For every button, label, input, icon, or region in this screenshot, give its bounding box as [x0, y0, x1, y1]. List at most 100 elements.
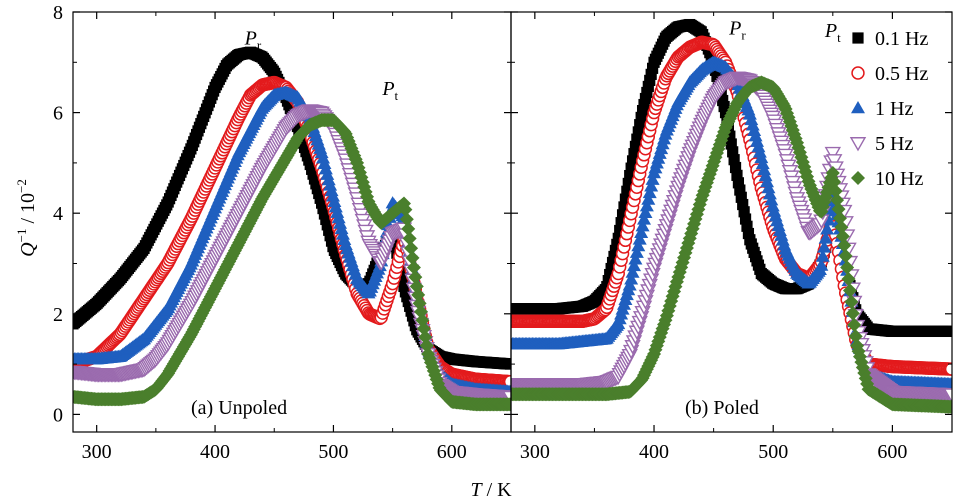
data-point	[389, 240, 402, 253]
data-point	[636, 104, 649, 117]
data-point	[841, 271, 856, 286]
data-point	[642, 80, 654, 93]
data-point	[817, 240, 832, 253]
data-point	[414, 304, 429, 319]
data-point	[835, 229, 850, 244]
data-point	[738, 206, 750, 218]
legend-marker	[851, 66, 865, 80]
data-point	[737, 198, 749, 211]
data-point	[411, 287, 426, 302]
data-point	[616, 209, 629, 221]
data-point	[639, 92, 652, 105]
data-point	[828, 184, 843, 199]
data-point	[944, 377, 952, 390]
data-point	[760, 175, 775, 188]
data-point	[624, 272, 639, 285]
x-tick-label: 500	[758, 441, 788, 463]
peak-annotation: Pt	[824, 20, 841, 45]
x-axis-label: T / K	[470, 479, 512, 501]
data-point	[838, 249, 853, 264]
legend-marker	[851, 171, 865, 185]
data-point	[634, 225, 649, 238]
data-point	[725, 138, 737, 150]
data-point	[631, 238, 646, 252]
legend-item: 0.5 Hz	[851, 63, 928, 85]
data-point	[608, 250, 620, 263]
data-point	[635, 219, 650, 232]
peak-annotation-symbol: P	[824, 20, 837, 42]
data-point	[503, 397, 511, 412]
data-point	[735, 191, 747, 203]
data-point	[628, 252, 643, 265]
peak-annotation-symbol: P	[381, 78, 394, 100]
data-point	[615, 217, 627, 229]
data-point	[611, 238, 623, 250]
x-tick-label: 600	[877, 441, 907, 463]
legend-label: 1 Hz	[875, 98, 913, 120]
panel-frame	[510, 11, 953, 433]
legend-label: 5 Hz	[875, 133, 913, 155]
peak-annotation: Pt	[381, 78, 398, 103]
data-point	[645, 68, 657, 80]
panel-label: (a) Unpoled	[191, 397, 287, 419]
data-point	[824, 146, 842, 162]
peak-annotation-subscript: t	[837, 30, 841, 45]
data-point	[618, 201, 630, 213]
data-point	[845, 306, 860, 321]
y-tick-label: 2	[53, 304, 63, 326]
legend-label: 10 Hz	[875, 168, 923, 190]
data-point	[612, 232, 624, 244]
x-tick-label: 300	[82, 441, 112, 463]
data-point	[755, 156, 770, 170]
data-point	[844, 294, 859, 309]
legend-marker	[851, 101, 865, 114]
legend-label: 0.1 Hz	[875, 28, 928, 50]
data-point	[711, 70, 723, 82]
data-point	[415, 313, 430, 328]
data-point	[840, 260, 855, 275]
data-point	[628, 148, 640, 160]
data-point	[622, 177, 634, 190]
data-point	[629, 140, 642, 152]
data-point	[718, 100, 730, 113]
data-point	[820, 222, 835, 235]
data-point	[729, 161, 742, 174]
data-point	[830, 193, 845, 208]
data-point	[644, 74, 656, 87]
data-point	[408, 270, 423, 285]
legend-marker	[852, 32, 864, 44]
data-point	[758, 168, 773, 182]
y-axis-label-sup2: −2	[14, 179, 29, 193]
data-point	[399, 212, 414, 227]
series-1-hz	[73, 85, 511, 397]
data-point	[412, 296, 427, 311]
data-point	[815, 249, 830, 262]
peak-annotation: Pr	[728, 18, 746, 43]
data-point	[645, 172, 660, 185]
data-point	[626, 155, 639, 167]
y-axis-label-symbol: Q	[17, 242, 39, 257]
data-point	[728, 154, 740, 166]
peak-annotation-symbol: P	[244, 28, 257, 50]
data-point	[604, 268, 616, 281]
data-point	[619, 193, 632, 205]
data-point	[814, 258, 829, 271]
data-point	[401, 221, 416, 236]
data-point	[831, 202, 846, 217]
data-point	[404, 241, 419, 256]
data-point	[739, 213, 752, 225]
data-point	[419, 338, 434, 353]
data-point	[727, 146, 739, 158]
data-point	[641, 192, 656, 205]
data-point	[639, 199, 654, 212]
data-point	[724, 130, 736, 142]
legend-item: 1 Hz	[851, 98, 913, 120]
data-point	[848, 329, 863, 344]
y-axis-label-unit: / 10	[17, 193, 39, 229]
legend: 0.1 Hz 0.5 Hz 1 Hz 5 Hz 10 Hz	[849, 28, 928, 190]
data-point	[624, 169, 636, 182]
data-point	[762, 187, 777, 200]
data-point	[834, 220, 849, 235]
